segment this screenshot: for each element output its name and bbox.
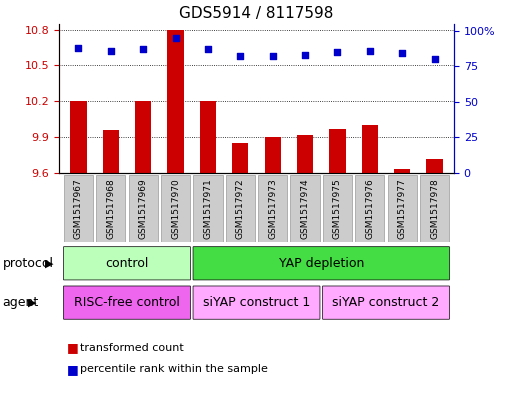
Bar: [200, 101, 216, 173]
Text: GSM1517973: GSM1517973: [268, 178, 277, 239]
Bar: [356, 175, 384, 242]
Bar: [135, 101, 151, 173]
Bar: [226, 175, 255, 242]
Bar: [96, 175, 125, 242]
Text: agent: agent: [3, 296, 39, 309]
Bar: [167, 29, 184, 173]
Bar: [388, 175, 417, 242]
Bar: [258, 175, 287, 242]
Text: GSM1517975: GSM1517975: [333, 178, 342, 239]
Text: GSM1517974: GSM1517974: [301, 178, 309, 239]
Text: GSM1517967: GSM1517967: [74, 178, 83, 239]
Text: ▶: ▶: [28, 298, 37, 308]
Text: protocol: protocol: [3, 257, 53, 270]
Text: GSM1517978: GSM1517978: [430, 178, 439, 239]
Point: [74, 45, 83, 51]
Bar: [265, 137, 281, 173]
Point: [301, 52, 309, 58]
Bar: [394, 169, 410, 173]
Text: ■: ■: [67, 341, 78, 354]
Text: siYAP construct 2: siYAP construct 2: [332, 296, 440, 309]
Text: transformed count: transformed count: [80, 343, 183, 353]
Bar: [362, 125, 378, 173]
Point: [366, 48, 374, 54]
Text: siYAP construct 1: siYAP construct 1: [203, 296, 310, 309]
Point: [398, 50, 406, 57]
FancyBboxPatch shape: [193, 247, 449, 280]
Bar: [103, 130, 119, 173]
Text: RISC-free control: RISC-free control: [74, 296, 180, 309]
Point: [333, 49, 342, 55]
FancyBboxPatch shape: [323, 286, 449, 319]
Bar: [420, 175, 449, 242]
Title: GDS5914 / 8117598: GDS5914 / 8117598: [180, 6, 333, 21]
Text: YAP depletion: YAP depletion: [279, 257, 364, 270]
FancyBboxPatch shape: [64, 247, 190, 280]
Text: GSM1517970: GSM1517970: [171, 178, 180, 239]
Bar: [70, 101, 87, 173]
Bar: [64, 175, 93, 242]
Bar: [290, 175, 320, 242]
Text: GSM1517977: GSM1517977: [398, 178, 407, 239]
Bar: [232, 143, 248, 173]
Bar: [329, 129, 346, 173]
Point: [171, 35, 180, 41]
Bar: [193, 175, 223, 242]
Point: [139, 46, 147, 52]
FancyBboxPatch shape: [193, 286, 320, 319]
Point: [107, 48, 115, 54]
Text: GSM1517968: GSM1517968: [106, 178, 115, 239]
Bar: [161, 175, 190, 242]
Text: GSM1517972: GSM1517972: [236, 178, 245, 239]
Point: [430, 56, 439, 62]
Text: GSM1517976: GSM1517976: [365, 178, 374, 239]
Text: percentile rank within the sample: percentile rank within the sample: [80, 364, 267, 375]
Point: [204, 46, 212, 52]
Text: GSM1517971: GSM1517971: [204, 178, 212, 239]
Text: ■: ■: [67, 363, 78, 376]
Bar: [323, 175, 352, 242]
Text: GSM1517969: GSM1517969: [139, 178, 148, 239]
Bar: [297, 135, 313, 173]
Bar: [426, 159, 443, 173]
Text: ▶: ▶: [45, 258, 54, 268]
Bar: [129, 175, 158, 242]
Point: [269, 53, 277, 59]
Point: [236, 53, 244, 59]
FancyBboxPatch shape: [64, 286, 190, 319]
Text: control: control: [105, 257, 149, 270]
